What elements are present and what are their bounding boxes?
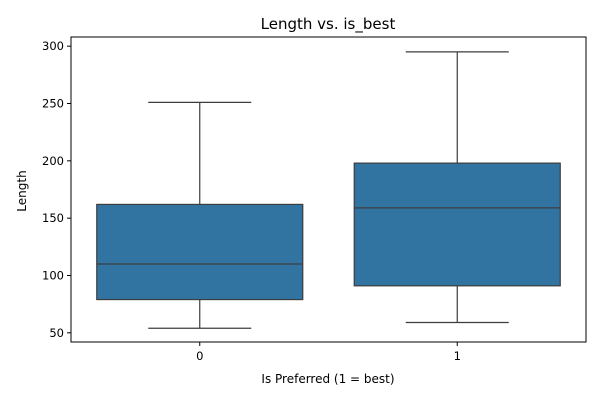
y-axis-label: Length	[15, 170, 29, 211]
plot-frame	[70, 36, 587, 343]
chart-title: Length vs. is_best	[261, 15, 396, 34]
y-tick-label: 150	[42, 211, 64, 225]
y-tick-label: 250	[42, 97, 64, 111]
box-0	[96, 101, 304, 329]
iqr-box	[353, 162, 561, 287]
y-tick-label: 300	[42, 39, 64, 53]
x-tick-label: 1	[454, 349, 461, 363]
y-tick-label: 50	[49, 326, 64, 340]
x-tick-label: 0	[196, 349, 203, 363]
plot-area	[96, 51, 561, 329]
box-1	[353, 51, 561, 324]
iqr-box	[96, 203, 304, 301]
x-axis-label: Is Preferred (1 = best)	[261, 372, 394, 386]
y-tick-label: 100	[42, 268, 64, 282]
y-axis: 50 100 150 200 250 300	[42, 39, 71, 340]
y-tick-label: 200	[42, 154, 64, 168]
